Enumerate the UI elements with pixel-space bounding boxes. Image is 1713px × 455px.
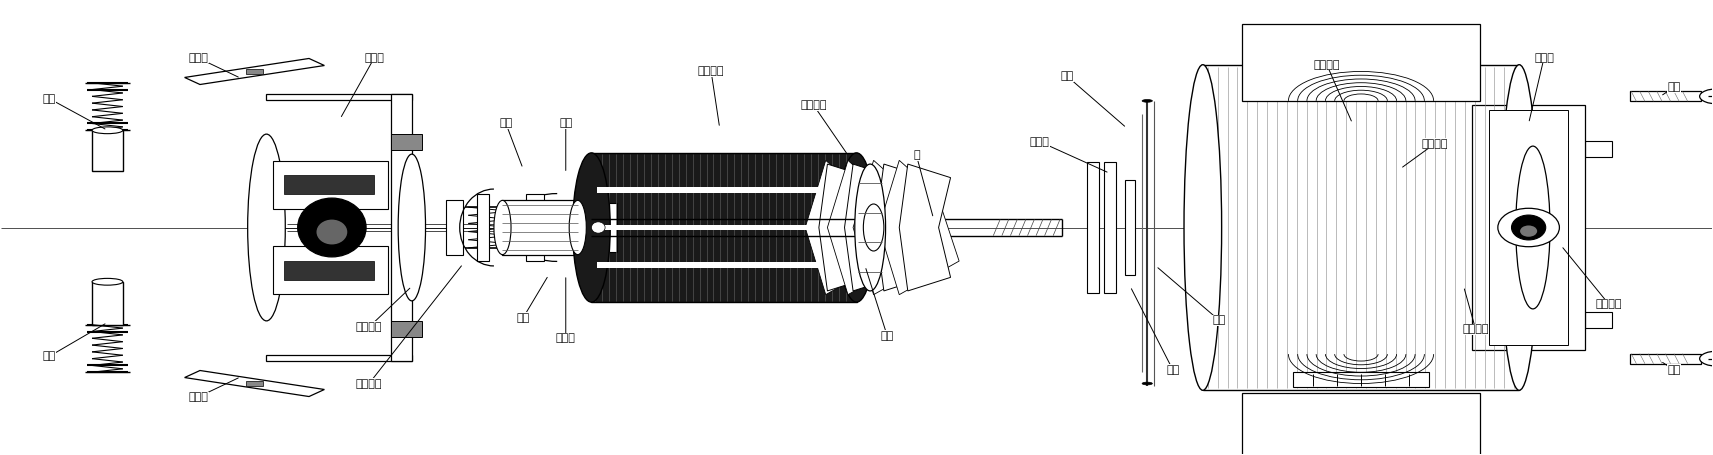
Ellipse shape	[591, 222, 605, 233]
Polygon shape	[185, 370, 324, 397]
Ellipse shape	[1143, 100, 1153, 102]
Polygon shape	[827, 160, 908, 295]
Ellipse shape	[93, 278, 123, 285]
Ellipse shape	[298, 198, 367, 257]
Bar	[1203, 65, 1519, 390]
Ellipse shape	[1699, 351, 1713, 366]
Ellipse shape	[1501, 65, 1538, 390]
Text: 介子: 介子	[498, 118, 512, 128]
Bar	[1629, 354, 1701, 364]
Bar	[596, 225, 851, 230]
Text: 定子芯片: 定子芯片	[1314, 60, 1340, 70]
Bar	[284, 261, 373, 280]
Polygon shape	[805, 160, 886, 295]
Bar	[1489, 110, 1567, 345]
Ellipse shape	[863, 204, 884, 251]
Ellipse shape	[1497, 208, 1559, 247]
Ellipse shape	[569, 200, 586, 255]
Bar	[591, 198, 603, 257]
Bar	[502, 200, 577, 255]
Ellipse shape	[855, 164, 886, 291]
Bar	[1629, 91, 1701, 101]
Text: 碳刷: 碳刷	[43, 94, 57, 104]
Bar	[267, 355, 411, 361]
Bar	[591, 153, 856, 302]
Ellipse shape	[1511, 215, 1545, 240]
Text: 转子线圈: 转子线圈	[800, 101, 827, 111]
Polygon shape	[845, 164, 896, 291]
Text: 介子: 介子	[516, 313, 529, 323]
Bar	[1471, 106, 1585, 349]
Bar	[391, 134, 421, 150]
Bar	[391, 94, 411, 361]
Text: 锂介子: 锂介子	[1030, 136, 1050, 147]
Text: 后支架: 后支架	[365, 53, 384, 63]
Text: 碳刷: 碳刷	[43, 351, 57, 361]
Text: 前支架: 前支架	[1535, 53, 1554, 63]
Ellipse shape	[572, 153, 610, 302]
Ellipse shape	[93, 127, 123, 134]
Ellipse shape	[838, 153, 875, 302]
Text: 引线: 引线	[1060, 71, 1074, 81]
Bar	[1444, 312, 1471, 329]
Bar	[247, 381, 264, 386]
Text: 轴承压盖: 轴承压盖	[1463, 324, 1489, 334]
Text: 蝶钉: 蝶钉	[1667, 365, 1680, 375]
Text: 定子线包: 定子线包	[1422, 139, 1447, 149]
Bar	[526, 193, 543, 262]
Ellipse shape	[248, 134, 286, 321]
Bar	[1105, 162, 1117, 293]
Bar	[274, 246, 387, 294]
Polygon shape	[819, 164, 870, 291]
Text: 蝶钉: 蝶钉	[1667, 82, 1680, 92]
Text: 转子芯片: 转子芯片	[697, 66, 725, 76]
Ellipse shape	[493, 200, 510, 255]
Bar	[1242, 24, 1480, 101]
Text: 轴: 轴	[913, 150, 920, 160]
Ellipse shape	[1184, 65, 1221, 390]
Ellipse shape	[1143, 382, 1153, 385]
Text: 介子: 介子	[558, 118, 572, 128]
Polygon shape	[879, 160, 959, 295]
Ellipse shape	[397, 154, 425, 301]
Bar	[1125, 180, 1136, 275]
Text: 接电片: 接电片	[188, 392, 207, 402]
Text: 含油轴承: 含油轴承	[356, 379, 382, 389]
Text: 风叶: 风叶	[880, 331, 894, 341]
Bar	[284, 175, 373, 194]
Text: 瓦垫: 瓦垫	[1167, 365, 1180, 375]
Polygon shape	[185, 58, 324, 85]
Bar	[274, 161, 387, 209]
Ellipse shape	[1516, 146, 1550, 309]
Bar	[1293, 372, 1429, 387]
Ellipse shape	[317, 220, 348, 244]
Bar	[391, 321, 421, 337]
Polygon shape	[853, 160, 934, 295]
Bar	[1088, 162, 1100, 293]
Text: 接电片: 接电片	[188, 53, 207, 63]
Bar	[267, 94, 411, 100]
Bar	[247, 69, 264, 74]
Text: 换向器: 换向器	[555, 334, 576, 343]
Bar	[476, 193, 488, 262]
Ellipse shape	[1699, 89, 1713, 104]
Text: 介子: 介子	[1213, 315, 1227, 325]
Bar	[608, 202, 617, 253]
Text: 含油轴承: 含油轴承	[1597, 299, 1622, 309]
Polygon shape	[899, 164, 951, 291]
Bar	[1444, 141, 1471, 157]
Bar	[1242, 393, 1480, 455]
Bar	[1585, 312, 1612, 329]
Bar	[596, 187, 851, 193]
Bar	[596, 262, 851, 268]
Bar	[93, 282, 123, 325]
Bar	[445, 200, 463, 255]
Polygon shape	[875, 164, 927, 291]
Text: 轴承压盖: 轴承压盖	[356, 322, 382, 332]
Bar	[1585, 141, 1612, 157]
Bar	[93, 130, 123, 171]
Ellipse shape	[1519, 226, 1537, 237]
